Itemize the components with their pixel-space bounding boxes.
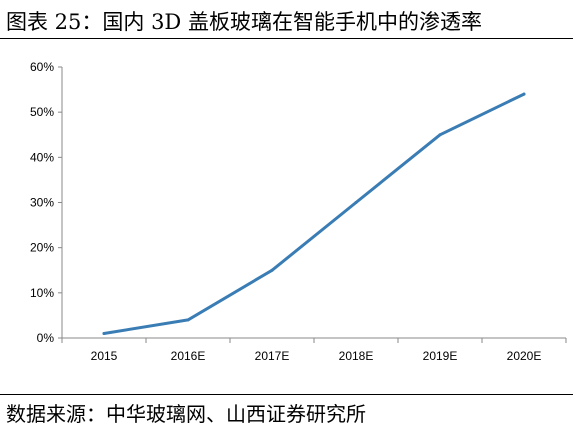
x-tick-label: 2015 bbox=[91, 349, 118, 363]
y-tick-label: 10% bbox=[30, 286, 54, 300]
chart-series bbox=[102, 92, 526, 335]
x-axis: 2015 2016E 2017E 2018E 2019E 2020E bbox=[61, 337, 567, 363]
data-point bbox=[438, 133, 442, 137]
y-tick-label: 30% bbox=[30, 196, 54, 210]
footer-divider bbox=[0, 394, 573, 395]
data-point bbox=[270, 268, 274, 272]
data-source: 数据来源：中华玻璃网、山西证券研究所 bbox=[6, 402, 366, 426]
data-point bbox=[354, 201, 358, 204]
header-divider bbox=[0, 38, 573, 39]
y-tick-label: 20% bbox=[30, 241, 54, 255]
x-tick-label: 2020E bbox=[507, 349, 542, 363]
y-tick-label: 40% bbox=[30, 150, 54, 164]
x-tick-label: 2017E bbox=[255, 349, 290, 363]
series-line bbox=[102, 92, 526, 335]
data-point bbox=[522, 92, 526, 96]
line-chart: 0% 10% 20% 30% 40% 50% 60% 2015 2016E 2017E 2018E… bbox=[30, 60, 567, 363]
x-tick-label: 2018E bbox=[339, 349, 374, 363]
y-axis: 0% 10% 20% 30% 40% 50% 60% bbox=[30, 60, 63, 345]
y-tick-label: 0% bbox=[37, 331, 55, 345]
data-point bbox=[186, 318, 190, 322]
y-tick-label: 60% bbox=[30, 60, 54, 74]
data-point bbox=[102, 331, 106, 335]
chart-title: 图表 25：国内 3D 盖板玻璃在智能手机中的渗透率 bbox=[6, 10, 482, 34]
y-tick-label: 50% bbox=[30, 105, 54, 119]
x-tick-label: 2019E bbox=[423, 349, 458, 363]
x-tick-label: 2016E bbox=[171, 349, 206, 363]
